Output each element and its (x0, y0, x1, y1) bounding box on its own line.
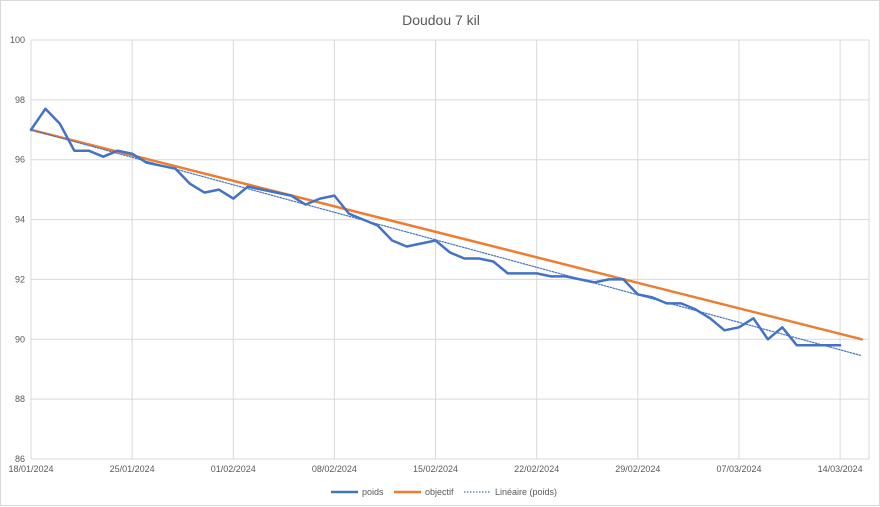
series-layer (29, 107, 864, 357)
legend-label-poids: poids (362, 487, 384, 497)
x-tick-label: 18/01/2024 (8, 464, 53, 474)
y-tick-label: 100 (10, 35, 25, 45)
series-line-lineaire-poids (30, 129, 863, 357)
x-tick-label: 25/01/2024 (110, 464, 155, 474)
x-tick-label: 29/02/2024 (615, 464, 660, 474)
x-tick-label: 15/02/2024 (413, 464, 458, 474)
x-tick-label: 14/03/2024 (818, 464, 863, 474)
y-tick-label: 96 (15, 155, 25, 165)
legend-label-objectif: objectif (425, 487, 454, 497)
horizontal-gridlines (31, 39, 869, 460)
series-line-objectif (29, 128, 864, 341)
y-axis-ticks: 86 88 90 92 94 96 98 100 (10, 35, 25, 464)
x-tick-label: 08/02/2024 (312, 464, 357, 474)
legend-label-lineaire: Linéaire (poids) (495, 487, 557, 497)
y-tick-label: 88 (15, 394, 25, 404)
x-axis-ticks: 18/01/2024 25/01/2024 01/02/2024 08/02/2024… (8, 464, 862, 474)
vertical-gridlines (30, 40, 870, 459)
y-tick-label: 94 (15, 215, 25, 225)
x-tick-label: 01/02/2024 (211, 464, 256, 474)
y-tick-label: 98 (15, 95, 25, 105)
y-tick-label: 90 (15, 334, 25, 344)
y-tick-label: 92 (15, 274, 25, 284)
chart-title: Doudou 7 kil (402, 12, 480, 28)
x-tick-label: 07/03/2024 (716, 464, 761, 474)
y-tick-label: 86 (15, 454, 25, 464)
x-tick-label: 22/02/2024 (514, 464, 559, 474)
legend: poids objectif Linéaire (poids) (331, 487, 557, 497)
